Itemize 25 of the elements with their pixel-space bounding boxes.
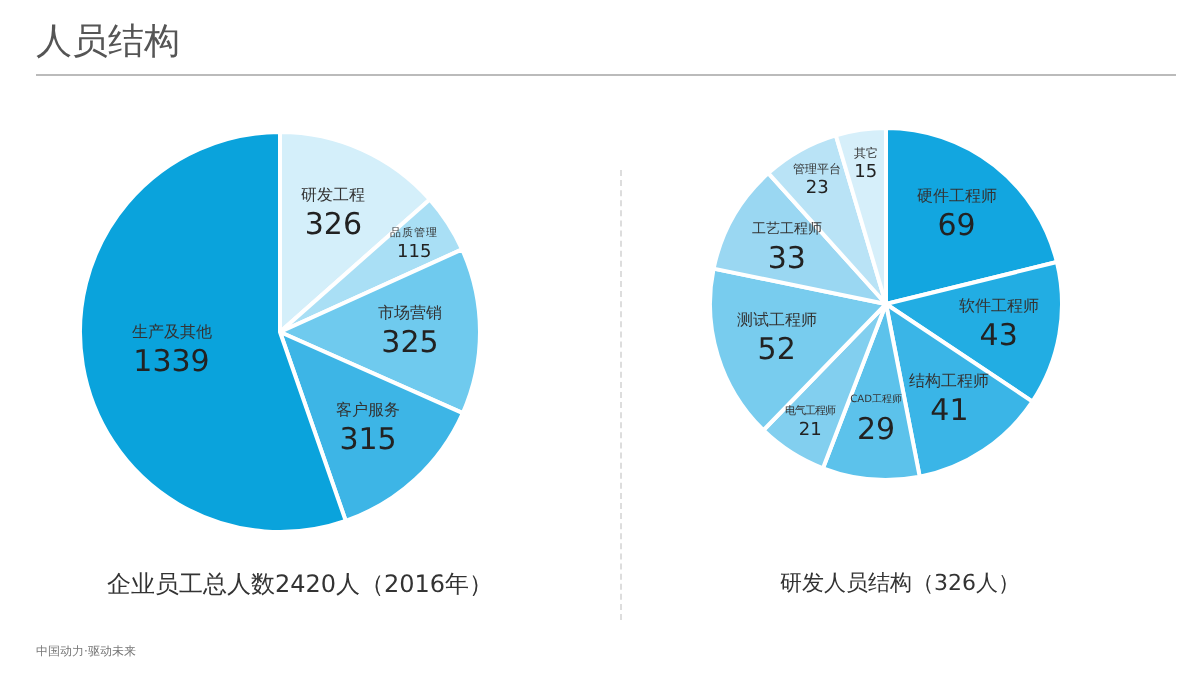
- slice-label: 测试工程师: [736, 310, 817, 329]
- slice-label: 市场营销: [378, 304, 442, 323]
- slice-label: 研发工程: [301, 186, 366, 205]
- data-label: 21: [798, 420, 822, 441]
- chart-title: 人员结构: [36, 21, 180, 63]
- text: 研发人员结构（326人）: [780, 570, 1020, 596]
- text: 企业员工总人数2420人（2016年）: [106, 570, 494, 598]
- data-label: 43: [979, 316, 1018, 353]
- data-label: 315: [339, 420, 397, 457]
- slice-label: 软件工程师: [958, 296, 1039, 315]
- data-label: 1339: [133, 343, 210, 380]
- data-label: 52: [757, 330, 796, 367]
- data-label: 41: [930, 392, 969, 429]
- data-label: 33: [767, 240, 806, 277]
- slice-label: 客户服务: [336, 400, 401, 419]
- data-label: 325: [381, 324, 439, 361]
- data-label: 115: [397, 242, 432, 263]
- data-label: 15: [854, 162, 878, 183]
- data-label: 69: [937, 206, 976, 243]
- data-label: 23: [805, 179, 829, 200]
- data-label: 326: [304, 206, 363, 243]
- slice-label: 硬件工程师: [916, 186, 997, 205]
- slice-label: 结构工程师: [909, 372, 990, 391]
- data-label: 29: [857, 410, 896, 447]
- slice-label: 生产及其他: [131, 323, 212, 342]
